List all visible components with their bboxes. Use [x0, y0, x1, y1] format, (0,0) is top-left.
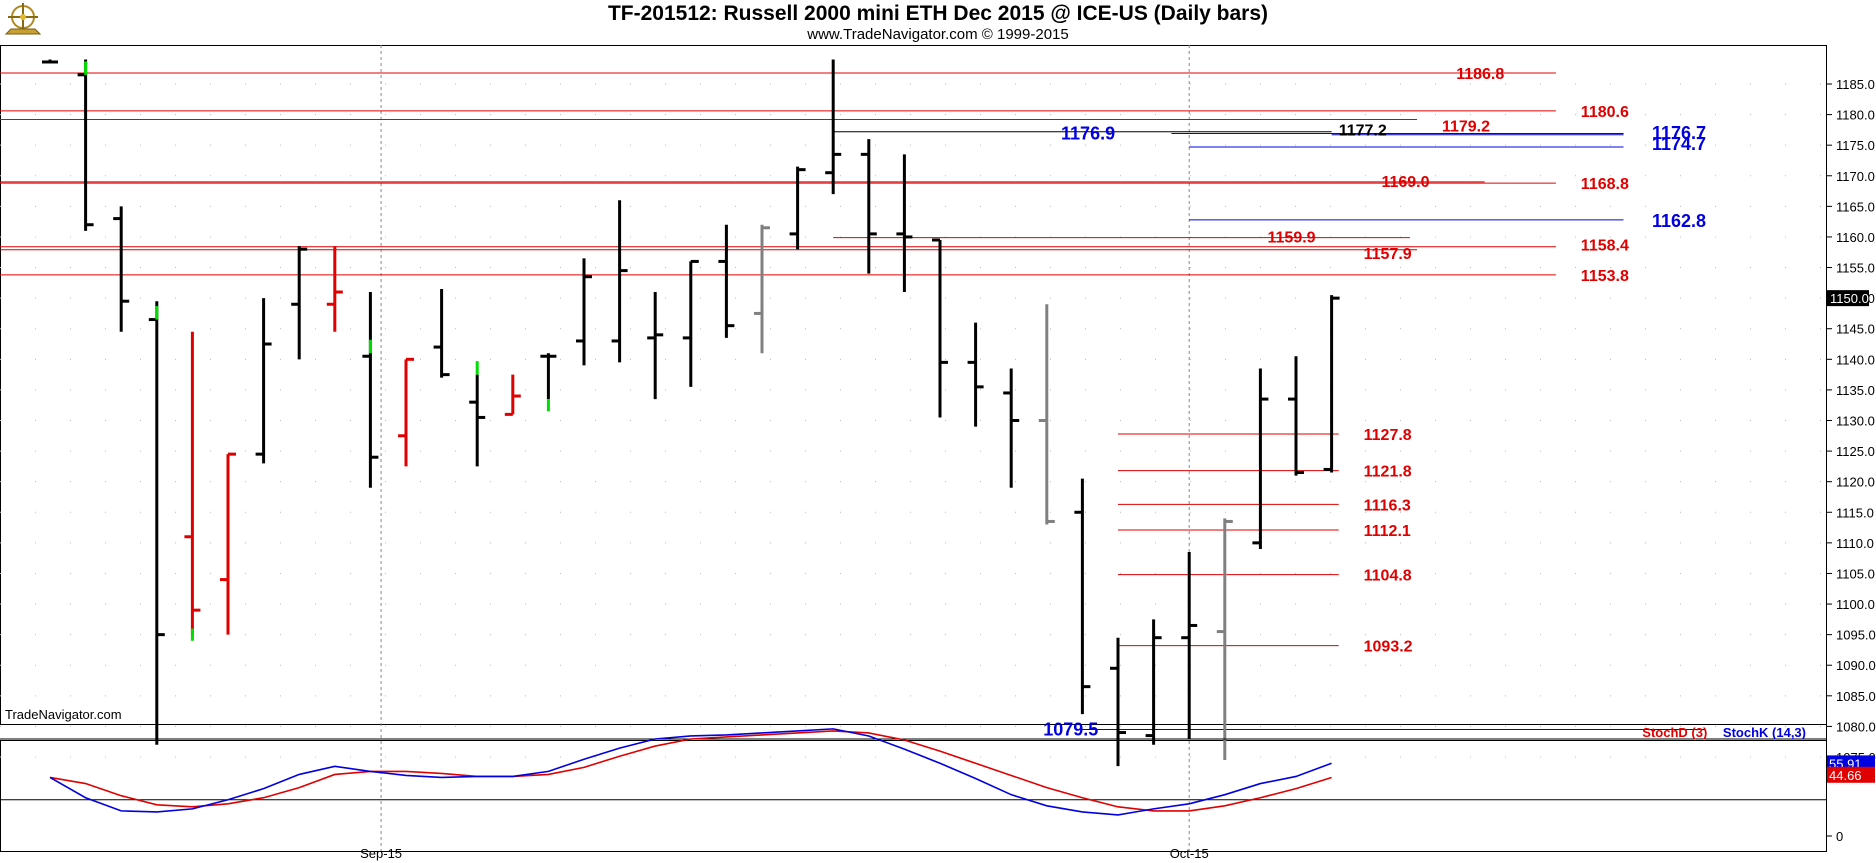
level-label: 1180.6	[1581, 104, 1629, 121]
y-tick-label: 1080.0	[1836, 719, 1876, 734]
level-label: 1176.7	[1652, 123, 1706, 143]
current-price-label: 1150.0	[1830, 291, 1869, 306]
stochd-value-label: 44.66	[1829, 768, 1862, 783]
level-label: 1159.9	[1268, 230, 1316, 247]
y-tick-label: 1175.0	[1836, 138, 1875, 153]
level-label: 1112.1	[1364, 523, 1411, 540]
level-label: 1176.9	[1061, 124, 1115, 144]
x-tick-label: Sep-15	[360, 846, 402, 861]
stochastic-series-line	[49, 728, 1332, 816]
y-tick-label: 1105.0	[1836, 566, 1875, 581]
y-tick-label: 1185.0	[1836, 77, 1875, 92]
y-tick-label: 1120.0	[1836, 475, 1875, 490]
current-price-box	[1827, 290, 1869, 307]
level-label: 1186.8	[1456, 66, 1504, 83]
indicator-legend: StochD (3) StochK (14,3)	[1630, 725, 1806, 740]
chart-subtitle: www.TradeNavigator.com © 1999-2015	[807, 26, 1069, 43]
y-tick-label: 1135.0	[1836, 383, 1875, 398]
stochastic-y-tick-label: 0	[1836, 829, 1843, 844]
stochd-value-box	[1827, 766, 1875, 783]
level-label: 1177.2	[1339, 123, 1387, 140]
y-tick-label: 1180.0	[1836, 108, 1875, 123]
y-tick-label: 1170.0	[1836, 169, 1875, 184]
x-tick-label: Oct-15	[1170, 846, 1209, 861]
level-label: 1168.8	[1581, 176, 1629, 193]
level-label: 1127.8	[1364, 427, 1412, 444]
stochd-legend-label: StochD (3)	[1642, 725, 1708, 740]
y-tick-label: 1125.0	[1836, 444, 1875, 459]
y-tick-label: 1095.0	[1836, 628, 1876, 643]
chart-title: TF-201512: Russell 2000 mini ETH Dec 201…	[607, 2, 1269, 25]
stochastic-panel-border	[0, 740, 1827, 852]
y-tick-label: 1085.0	[1836, 689, 1876, 704]
stochk-legend-label: StochK (14,3)	[1722, 725, 1806, 740]
y-tick-label: 1165.0	[1836, 199, 1875, 214]
level-label: 1158.4	[1581, 238, 1629, 255]
level-label: 1153.8	[1581, 268, 1629, 285]
y-tick-label: 1130.0	[1836, 414, 1875, 429]
y-tick-label: 1155.0	[1836, 261, 1875, 276]
y-tick-label: 1115.0	[1836, 505, 1874, 520]
stochastic-series-line	[49, 730, 1332, 812]
level-label: 1169.0	[1381, 174, 1429, 191]
level-label: 1121.8	[1364, 464, 1412, 481]
level-label: 1116.3	[1364, 497, 1411, 514]
level-label: 1093.2	[1364, 639, 1413, 656]
y-tick-label: 1110.0	[1836, 536, 1874, 551]
y-tick-label: 1090.0	[1836, 658, 1876, 673]
y-tick-label: 1145.0	[1836, 322, 1875, 337]
level-label: 1079.5	[1043, 719, 1098, 739]
logo-icon	[4, 3, 42, 35]
level-label: 1179.2	[1442, 118, 1490, 135]
y-tick-label: 1160.0	[1836, 230, 1875, 245]
level-label: 1104.8	[1364, 568, 1412, 585]
level-label: 1162.8	[1652, 211, 1706, 231]
watermark: TradeNavigator.com	[5, 707, 122, 722]
y-tick-label: 1100.0	[1836, 597, 1875, 612]
level-label: 1174.7	[1652, 134, 1706, 154]
level-label: 1157.9	[1364, 246, 1412, 263]
y-tick-label: 1140.0	[1836, 352, 1875, 367]
